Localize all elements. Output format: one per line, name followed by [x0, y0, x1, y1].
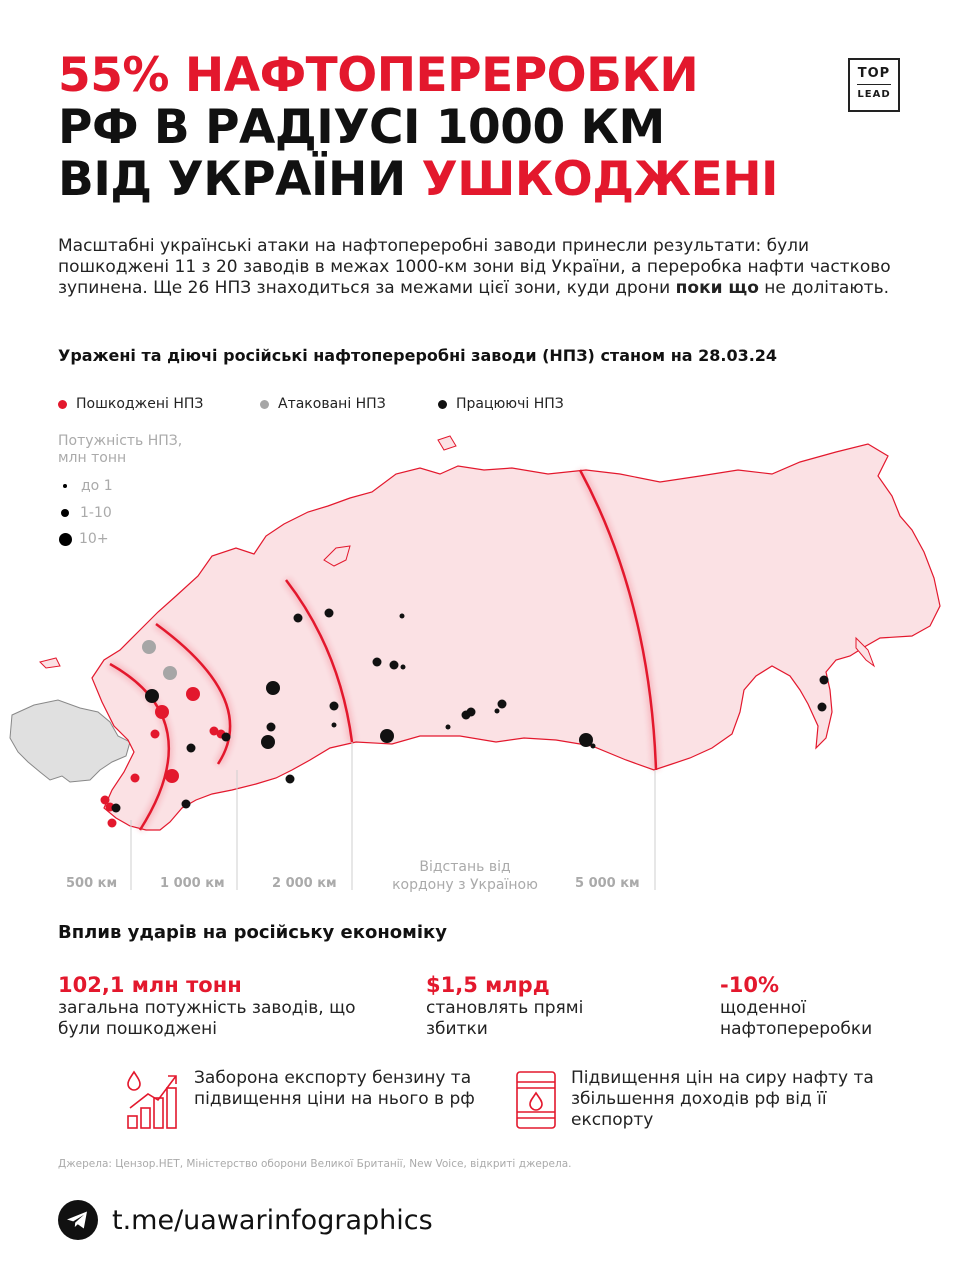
capacity-title-2: млн тонн: [58, 450, 127, 466]
page-title: 55% НАФТОПЕРЕРОБКИ РФ В РАДІУСІ 1000 КМ …: [58, 48, 779, 207]
distance-axis-label: Відстань від кордону з Україною: [380, 858, 550, 894]
capacity-title-1: Потужність НПЗ,: [58, 433, 183, 449]
legend-damaged: Пошкоджені НПЗ: [58, 396, 203, 412]
capacity-medium-label: 1-10: [80, 505, 112, 521]
stat-refining: -10% щоденної нафтопереробки: [720, 972, 920, 1040]
legend-attacked: Атаковані НПЗ: [260, 396, 386, 412]
distance-500: 500 км: [66, 876, 118, 891]
logo-top-text: TOP: [857, 66, 891, 81]
capacity-large: 10+: [59, 531, 109, 547]
capacity-medium: 1-10: [60, 505, 112, 521]
stat-losses: $1,5 млрд становлять прямі збитки: [426, 972, 586, 1040]
capacity-small: до 1: [60, 478, 113, 494]
intro-text-2: не долітають.: [758, 278, 889, 298]
intro-text-1: Масштабні українські атаки на нафтоперер…: [58, 236, 891, 298]
title-line-3: ВІД УКРАЇНИ: [58, 152, 422, 207]
sources-note: Джерела: Цензор.НЕТ, Міністерство оборон…: [58, 1158, 572, 1170]
working-dot-icon: [438, 399, 447, 409]
ukraine-shape: [9, 699, 131, 783]
distance-arcs: [108, 468, 660, 833]
russia-shape: [91, 443, 941, 831]
stat-losses-value: $1,5 млрд: [426, 973, 550, 997]
telegram-icon: [58, 1200, 98, 1240]
working-refineries: [111, 608, 829, 813]
distance-label-2: кордону з Україною: [392, 877, 538, 893]
top-lead-logo: TOP LEAD: [848, 58, 900, 112]
capacity-legend-title: Потужність НПЗ, млн тонн: [58, 433, 182, 467]
intro-bold: поки що: [675, 278, 759, 298]
capacity-large-label: 10+: [79, 531, 109, 547]
title-line-1: 55% НАФТОПЕРЕРОБКИ: [58, 48, 699, 103]
oil-barrel-icon: [516, 1071, 556, 1129]
impact-title: Вплив ударів на російську економіку: [58, 922, 447, 943]
large-dot-icon: [59, 532, 72, 546]
distance-guide-lines: [130, 742, 656, 890]
damaged-refineries: [100, 687, 226, 828]
stat-capacity-desc: загальна потужність заводів, що були пош…: [58, 998, 356, 1039]
effect-gasoline-text: Заборона експорту бензину та підвищення …: [194, 1068, 475, 1109]
distance-1000: 1 000 км: [160, 876, 225, 891]
stat-refining-value: -10%: [720, 973, 779, 997]
title-line-3-highlight: УШКОДЖЕНІ: [421, 152, 779, 207]
telegram-link-text[interactable]: t.me/uawarinfographics: [112, 1204, 433, 1236]
stat-losses-desc: становлять прямі збитки: [426, 998, 584, 1039]
distance-label-1: Відстань від: [419, 859, 511, 875]
stat-capacity: 102,1 млн тонн загальна потужність завод…: [58, 972, 378, 1040]
map-subtitle: Уражені та діючі російські нафтопереробн…: [58, 346, 778, 365]
title-line-2: РФ В РАДІУСІ 1000 КМ: [58, 100, 665, 155]
intro-paragraph: Масштабні українські атаки на нафтоперер…: [58, 236, 918, 299]
stat-refining-desc: щоденної нафтопереробки: [720, 998, 873, 1039]
telegram-link[interactable]: t.me/uawarinfographics: [58, 1200, 433, 1240]
legend-attacked-label: Атаковані НПЗ: [278, 396, 386, 412]
distance-2000: 2 000 км: [272, 876, 337, 891]
small-dot-icon: [63, 484, 67, 488]
russia-refineries-map: [9, 435, 941, 890]
logo-bottom-text: LEAD: [857, 89, 891, 100]
attacked-refineries: [142, 640, 177, 680]
medium-dot-icon: [61, 509, 69, 517]
legend-working: Працюючі НПЗ: [438, 396, 564, 412]
damaged-dot-icon: [58, 399, 67, 409]
effect-crude: Підвищення цін на сиру нафту та збільшен…: [513, 1068, 891, 1131]
attacked-dot-icon: [260, 399, 269, 409]
capacity-small-label: до 1: [81, 478, 113, 494]
legend-damaged-label: Пошкоджені НПЗ: [76, 396, 204, 412]
legend-working-label: Працюючі НПЗ: [456, 396, 564, 412]
distance-5000: 5 000 км: [575, 876, 640, 891]
effect-gasoline: Заборона експорту бензину та підвищення …: [124, 1068, 494, 1130]
price-growth-icon: [127, 1070, 177, 1129]
effect-crude-text: Підвищення цін на сиру нафту та збільшен…: [571, 1068, 874, 1130]
stat-capacity-value: 102,1 млн тонн: [58, 973, 242, 997]
